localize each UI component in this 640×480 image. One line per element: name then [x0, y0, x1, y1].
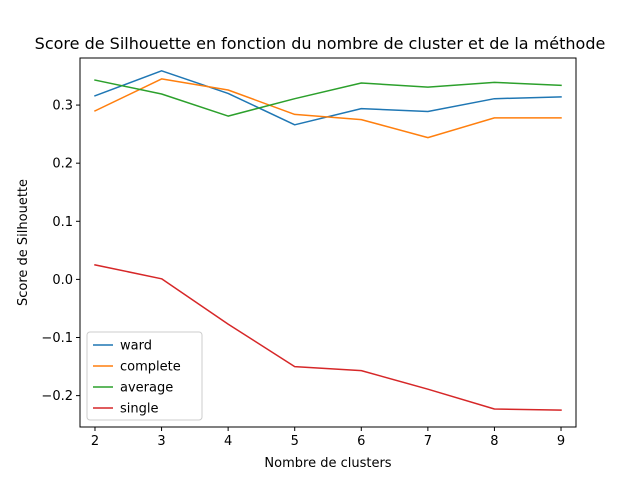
x-tick-label: 7 — [424, 434, 432, 449]
x-tick-label: 6 — [357, 434, 365, 449]
series-lines — [93, 70, 562, 411]
series-line-single — [94, 264, 562, 411]
legend-label-average: average — [120, 381, 173, 396]
x-tick-label: 3 — [157, 434, 165, 449]
y-tick-label: −0.1 — [41, 331, 73, 346]
y-tick-label: 0.3 — [52, 99, 73, 114]
x-axis-ticks: 2 3 4 5 6 7 8 9 — [91, 427, 565, 449]
y-axis-ticks: −0.2 −0.1 0.0 0.1 0.2 0.3 — [41, 99, 80, 404]
series-line-average — [94, 79, 562, 117]
legend-label-ward: ward — [120, 339, 152, 354]
series-line-complete — [93, 78, 562, 139]
plot-area — [79, 57, 577, 428]
x-tick-label: 9 — [557, 434, 565, 449]
x-tick-label: 4 — [224, 434, 232, 449]
x-tick-label: 8 — [490, 434, 498, 449]
chart-title: Score de Silhouette en fonction du nombr… — [35, 34, 606, 53]
x-tick-label: 2 — [91, 434, 99, 449]
legend: ward complete average single — [86, 331, 203, 421]
x-tick-label: 5 — [291, 434, 299, 449]
legend-label-single: single — [120, 402, 159, 417]
y-tick-label: 0.0 — [52, 273, 73, 288]
y-tick-label: 0.2 — [52, 157, 73, 172]
legend-label-complete: complete — [120, 360, 181, 375]
legend-box — [86, 331, 203, 421]
y-tick-label: −0.2 — [41, 389, 73, 404]
y-tick-label: 0.1 — [52, 215, 73, 230]
x-axis-label: Nombre de clusters — [264, 456, 391, 471]
y-axis-label: Score de Silhouette — [16, 179, 31, 306]
